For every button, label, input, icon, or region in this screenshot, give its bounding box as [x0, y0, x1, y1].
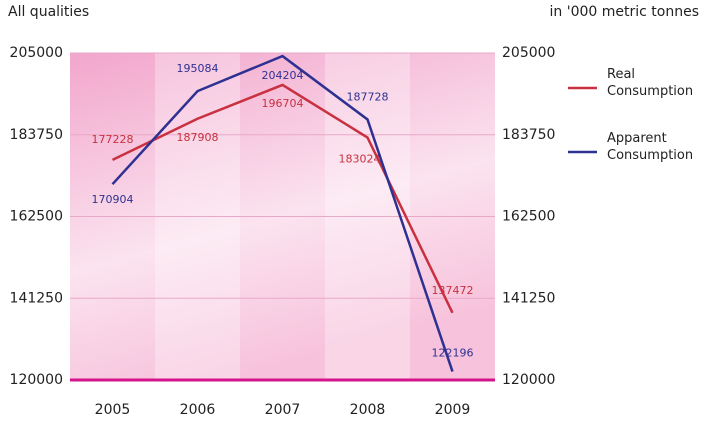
data-label: 177228: [92, 133, 134, 146]
x-tick-label: 2005: [95, 402, 131, 418]
x-tick-label: 2007: [265, 402, 301, 418]
data-label: 170904: [92, 193, 134, 206]
data-label: 137472: [432, 284, 474, 297]
y2-tick-label: 141250: [502, 290, 555, 306]
data-label: 195084: [177, 62, 219, 75]
x-tick-label: 2006: [180, 402, 216, 418]
line: [111, 83, 454, 314]
legend-entry: Apparent Consumption: [607, 131, 694, 163]
data-label: 204204: [262, 69, 304, 82]
x-tick-label: 2009: [435, 402, 471, 418]
y2-tick-label: 120000: [502, 372, 555, 388]
y2-tick-label: 183750: [502, 127, 555, 143]
data-label: 183024: [339, 153, 381, 166]
data-label: 196704: [262, 97, 304, 110]
y2-tick-label: 205000: [502, 45, 555, 61]
y-tick-label: 120000: [10, 372, 63, 388]
data-label: 122196: [432, 347, 474, 360]
chart-title: All qualities: [8, 4, 89, 20]
y-tick-label: 183750: [10, 127, 63, 143]
x-tick-label: 2008: [350, 402, 386, 418]
y-tick-label: 205000: [10, 45, 63, 61]
y-tick-label: 141250: [10, 290, 63, 306]
data-label: 187728: [347, 90, 389, 103]
y-tick-label: 162500: [10, 209, 63, 225]
y2-tick-label: 162500: [502, 209, 555, 225]
line: [111, 54, 454, 372]
data-label: 187908: [177, 131, 219, 144]
unit-label: in '000 metric tonnes: [550, 4, 699, 20]
legend-entry: Real Consumption: [607, 67, 694, 99]
